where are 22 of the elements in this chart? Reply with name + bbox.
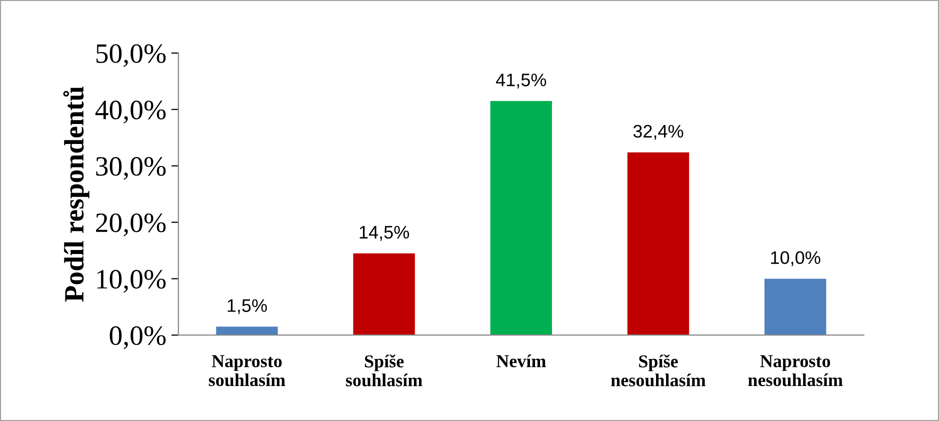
data-label: 41,5% — [496, 74, 546, 88]
x-tick-label: Naprosto souhlasím — [208, 355, 286, 386]
x-tick-label: Spíše souhlasím — [346, 354, 422, 386]
x-tick-label: Spíše nesouhlasím — [611, 354, 706, 386]
bar — [353, 253, 415, 336]
bar — [627, 152, 690, 336]
y-tick-label: 0,0% — [110, 326, 166, 350]
y-tick-label: 20,0% — [96, 213, 166, 236]
bar — [216, 326, 278, 336]
y-tick-label: 50,0% — [96, 44, 166, 67]
y-tick-label: 30,0% — [96, 157, 166, 180]
y-tick-label: 10,0% — [97, 270, 166, 293]
data-label: 32,4% — [633, 124, 684, 140]
y-axis-title: Podíl respondentů — [63, 86, 90, 302]
data-label: 14,5% — [360, 226, 410, 241]
x-tick-label: Nevím — [496, 354, 546, 368]
bar — [764, 278, 826, 336]
bar — [490, 101, 552, 336]
data-label: 10,0% — [771, 251, 820, 266]
data-label: 1,5% — [228, 299, 267, 314]
y-tick-label: 40,0% — [95, 100, 166, 124]
x-tick-label: Naprosto nesouhlasím — [748, 355, 843, 386]
